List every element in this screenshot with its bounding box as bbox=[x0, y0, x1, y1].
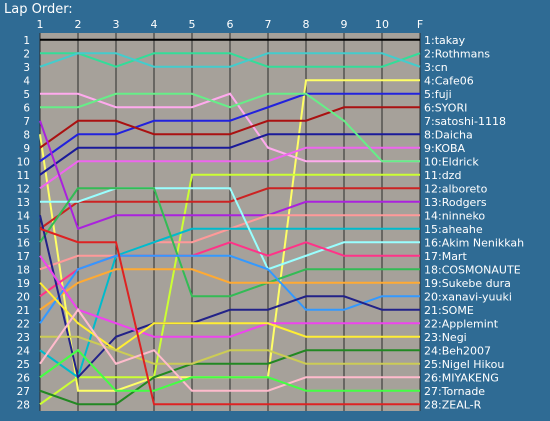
series-line bbox=[39, 92, 420, 163]
position-label: 9 bbox=[23, 143, 30, 155]
position-label: 21 bbox=[17, 305, 30, 317]
driver-label: 9:KOBA bbox=[424, 142, 466, 155]
position-label: 13 bbox=[17, 197, 30, 209]
position-label: 26 bbox=[17, 372, 31, 384]
series-line bbox=[39, 106, 420, 149]
position-label: 16 bbox=[17, 237, 31, 249]
position-label: 15 bbox=[17, 224, 30, 236]
driver-labels: 1:takay2:Rothmans3:cn4:Cafe065:fuji6:SYO… bbox=[424, 34, 524, 412]
driver-label: 23:Negi bbox=[424, 331, 467, 344]
position-label: 11 bbox=[17, 170, 30, 182]
position-label: 7 bbox=[23, 116, 30, 128]
lap-label: 2 bbox=[75, 18, 82, 31]
lap-label: 7 bbox=[265, 18, 272, 31]
position-label: 10 bbox=[17, 156, 30, 168]
x-axis-labels: 1 2 3 4 5 6 7 8 9 10 F bbox=[37, 18, 424, 31]
position-label: 22 bbox=[17, 318, 30, 330]
chart-title: Lap Order: bbox=[4, 2, 73, 17]
position-label: 17 bbox=[17, 251, 30, 263]
series-line bbox=[39, 308, 420, 392]
driver-label: 17:Mart bbox=[424, 250, 467, 263]
series-line bbox=[39, 349, 420, 406]
driver-label: 18:COSMONAUTE bbox=[424, 263, 521, 276]
series-line bbox=[40, 52, 421, 68]
series-line bbox=[39, 187, 420, 230]
position-label: 6 bbox=[23, 102, 30, 114]
lap-label: 10 bbox=[375, 18, 389, 31]
position-label: 18 bbox=[17, 264, 30, 276]
driver-label: 1:takay bbox=[424, 34, 466, 47]
series-line bbox=[40, 92, 420, 163]
series-line bbox=[39, 268, 420, 311]
y-axis-labels: 1234567891011121314151617181920212223242… bbox=[17, 35, 31, 412]
driver-label: 6:SYORI bbox=[424, 101, 467, 114]
driver-label: 24:Beh2007 bbox=[424, 344, 491, 357]
series-line bbox=[39, 120, 420, 231]
lap-label: 4 bbox=[151, 18, 158, 31]
series-line bbox=[39, 255, 420, 338]
series-line bbox=[39, 282, 420, 352]
driver-label: 13:Rodgers bbox=[424, 196, 487, 209]
position-label: 4 bbox=[23, 75, 30, 87]
series-line bbox=[39, 187, 420, 298]
series-line bbox=[40, 187, 420, 271]
driver-label: 25:Nigel Hikou bbox=[424, 358, 504, 371]
position-label: 8 bbox=[23, 129, 30, 141]
driver-label: 12:alboreto bbox=[424, 182, 488, 195]
series-line bbox=[39, 348, 420, 392]
position-label: 2 bbox=[23, 48, 30, 60]
driver-label: 11:dzd bbox=[424, 169, 461, 182]
driver-label: 27:Tornade bbox=[424, 385, 485, 398]
series-line bbox=[39, 146, 420, 190]
position-label: 24 bbox=[17, 345, 31, 357]
driver-label: 8:Daicha bbox=[424, 128, 473, 141]
driver-label: 15:aheahe bbox=[424, 223, 483, 236]
lap-label: 9 bbox=[341, 18, 348, 31]
series-line bbox=[40, 92, 420, 163]
position-label: 14 bbox=[17, 210, 31, 222]
driver-label: 7:satoshi-1118 bbox=[424, 115, 506, 128]
driver-label: 3:cn bbox=[424, 61, 448, 74]
position-label: 19 bbox=[17, 278, 30, 290]
driver-label: 16:Akim Nenikkah bbox=[424, 236, 524, 249]
position-label: 3 bbox=[23, 62, 30, 74]
series-lines bbox=[39, 38, 421, 406]
driver-label: 19:Sukebe dura bbox=[424, 277, 511, 290]
position-label: 1 bbox=[23, 35, 30, 47]
series-line bbox=[39, 227, 420, 379]
lap-label: 1 bbox=[37, 18, 44, 31]
lap-label: 5 bbox=[189, 18, 196, 31]
driver-label: 26:MIYAKENG bbox=[424, 371, 499, 384]
position-label: 23 bbox=[17, 332, 30, 344]
driver-label: 28:ZEAL-R bbox=[424, 398, 482, 411]
series-line bbox=[39, 254, 420, 324]
lap-label: 8 bbox=[303, 18, 310, 31]
driver-label: 10:Eldrick bbox=[424, 155, 479, 168]
driver-label: 22:Applemint bbox=[424, 317, 499, 330]
driver-label: 5:fuji bbox=[424, 88, 452, 101]
series-line bbox=[39, 215, 420, 380]
series-line bbox=[39, 227, 420, 406]
driver-label: 21:SOME bbox=[424, 304, 474, 317]
lap-label: F bbox=[417, 18, 423, 31]
driver-label: 20:xanavi-yuuki bbox=[424, 290, 512, 303]
position-label: 20 bbox=[17, 291, 30, 303]
series-line bbox=[39, 52, 421, 68]
grid bbox=[39, 33, 421, 411]
lap-label: 3 bbox=[113, 18, 120, 31]
driver-label: 14:ninneko bbox=[424, 209, 485, 222]
position-label: 27 bbox=[17, 386, 30, 398]
driver-label: 2:Rothmans bbox=[424, 47, 490, 60]
position-label: 12 bbox=[17, 183, 30, 195]
position-label: 28 bbox=[17, 399, 30, 411]
position-label: 25 bbox=[17, 359, 30, 371]
position-label: 5 bbox=[23, 89, 30, 101]
lap-label: 6 bbox=[227, 18, 234, 31]
driver-label: 4:Cafe06 bbox=[424, 74, 474, 87]
